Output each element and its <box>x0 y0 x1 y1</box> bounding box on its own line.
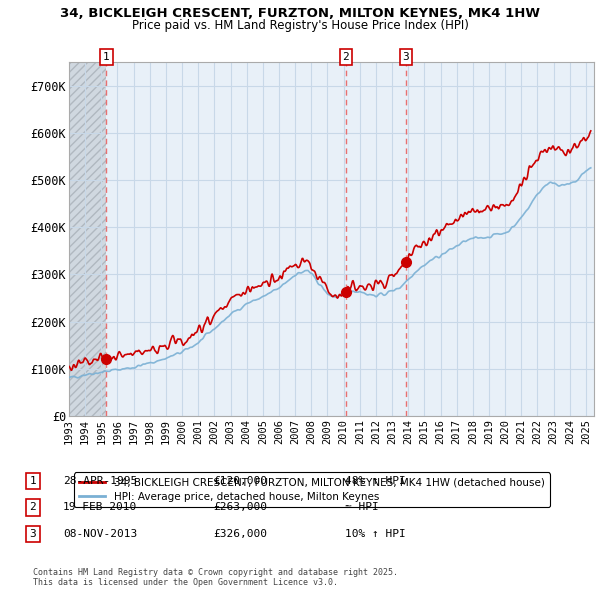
Text: 3: 3 <box>403 52 409 62</box>
Text: 34, BICKLEIGH CRESCENT, FURZTON, MILTON KEYNES, MK4 1HW: 34, BICKLEIGH CRESCENT, FURZTON, MILTON … <box>60 7 540 20</box>
Text: £263,000: £263,000 <box>213 503 267 512</box>
Text: 48% ↑ HPI: 48% ↑ HPI <box>345 476 406 486</box>
Text: £326,000: £326,000 <box>213 529 267 539</box>
Text: 1: 1 <box>103 52 110 62</box>
Text: 10% ↑ HPI: 10% ↑ HPI <box>345 529 406 539</box>
Text: £120,000: £120,000 <box>213 476 267 486</box>
Text: Contains HM Land Registry data © Crown copyright and database right 2025.
This d: Contains HM Land Registry data © Crown c… <box>33 568 398 587</box>
Text: ≈ HPI: ≈ HPI <box>345 503 379 512</box>
Legend: 34, BICKLEIGH CRESCENT, FURZTON, MILTON KEYNES, MK4 1HW (detached house), HPI: A: 34, BICKLEIGH CRESCENT, FURZTON, MILTON … <box>74 473 550 507</box>
Bar <box>69 62 106 416</box>
Text: 1: 1 <box>29 476 37 486</box>
Text: 3: 3 <box>29 529 37 539</box>
Text: 2: 2 <box>29 503 37 512</box>
Text: 2: 2 <box>343 52 349 62</box>
Text: 28-APR-1995: 28-APR-1995 <box>63 476 137 486</box>
Text: 08-NOV-2013: 08-NOV-2013 <box>63 529 137 539</box>
Text: Price paid vs. HM Land Registry's House Price Index (HPI): Price paid vs. HM Land Registry's House … <box>131 19 469 32</box>
Text: 19-FEB-2010: 19-FEB-2010 <box>63 503 137 512</box>
